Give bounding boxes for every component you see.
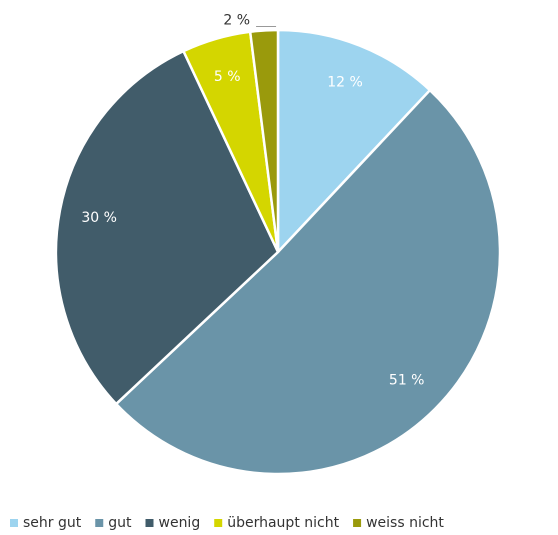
legend-swatch [353,519,362,527]
pie-slice [114,88,502,476]
legend-label: sehr gut [23,515,82,531]
legend-label: wenig [159,515,201,531]
legend-swatch [10,519,18,527]
pie-slice [54,49,280,406]
legend-swatch [214,519,223,527]
pie-slice [248,28,280,253]
legend-label: gut [108,515,132,531]
legend-label: überhaupt nicht [227,515,339,531]
data-label: 30 % [81,210,117,226]
pie-slice [276,28,432,256]
data-label: 51 % [389,373,425,389]
legend-swatch [145,519,154,527]
legend-swatch [95,519,104,527]
data-label: 2 % [223,12,250,28]
data-label: 5 % [214,69,241,85]
data-label: 12 % [327,75,363,91]
legend-label: weiss nicht [366,515,444,531]
